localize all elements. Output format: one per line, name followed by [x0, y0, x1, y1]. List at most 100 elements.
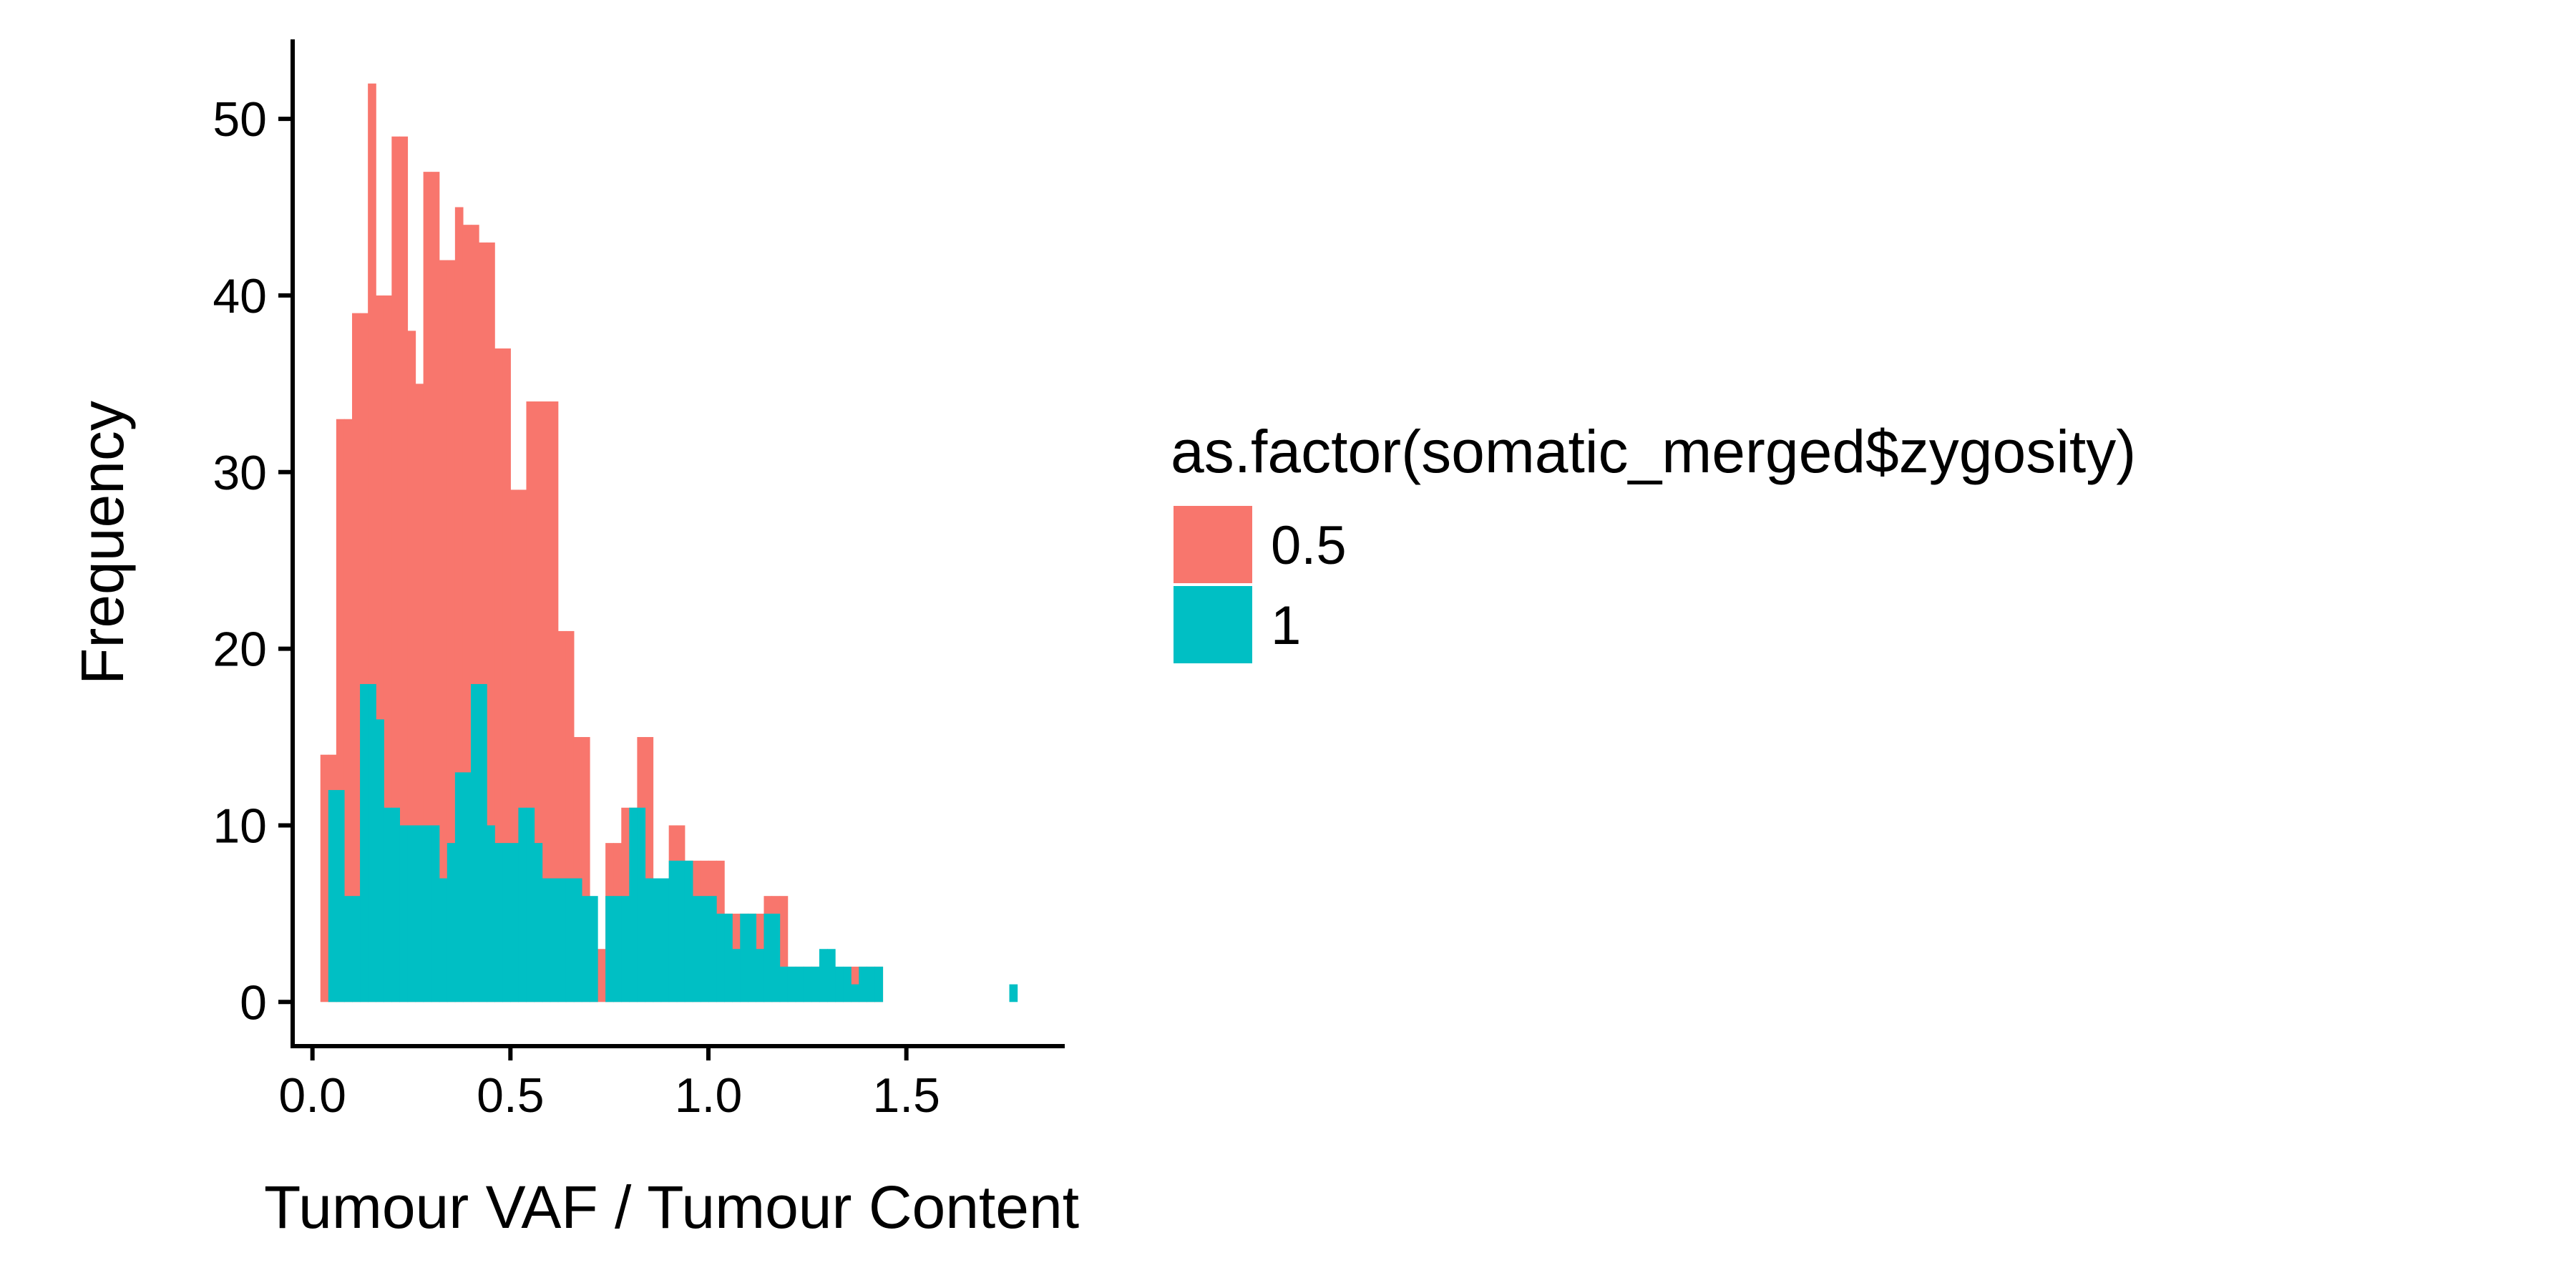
series-1-bar-4: [352, 896, 361, 1002]
series-1-bar-69: [867, 966, 875, 1002]
series-1-bar-62: [811, 966, 820, 1002]
y-axis-ticks: 0 10 20 30 40 50: [213, 92, 293, 1030]
y-tick-label-3: 30: [213, 446, 267, 500]
series-1-bar-19: [471, 683, 479, 1002]
series-0-bar-5: [360, 313, 369, 1002]
series-0-bar-67: [851, 966, 859, 1002]
series-0-bar-2: [336, 419, 345, 1002]
series-0-bar-30: [557, 630, 567, 1002]
legend-entries: 0.51: [1174, 506, 1347, 663]
series-1-bar-21: [487, 825, 495, 1002]
series-0-bar-17: [454, 207, 464, 1002]
series-0-bar-27: [534, 401, 543, 1002]
series-0-bar-26: [526, 401, 535, 1002]
x-tick-label-2: 1.0: [675, 1068, 743, 1123]
series-0-bar-9: [391, 136, 400, 1002]
legend-label-0: 0.5: [1271, 515, 1347, 576]
series-1-bar-49: [708, 896, 717, 1002]
series-1-bar-52: [732, 949, 741, 1002]
series-0-bar-8: [384, 295, 392, 1002]
series-1-bar-7: [376, 719, 384, 1002]
series-1-bar-22: [494, 843, 503, 1002]
series-0-bar-14: [431, 172, 440, 1002]
series-0-bar-41: [645, 737, 654, 1002]
series-1-bar-17: [454, 772, 464, 1002]
y-tick-label-5: 50: [213, 92, 267, 147]
series-1-bar-71: [1009, 984, 1018, 1002]
series-0-bar-3: [343, 419, 353, 1002]
series-0-bar-29: [550, 401, 559, 1002]
series-0-bar-11: [407, 331, 416, 1002]
series-1-bar-47: [692, 896, 701, 1002]
series-1-bar-56: [763, 913, 773, 1002]
series-1-bar-64: [827, 949, 836, 1002]
series-1-bar-60: [795, 966, 804, 1002]
series-0-bar-7: [376, 295, 384, 1002]
series-1-bar-61: [803, 966, 812, 1002]
series-1-bar-23: [502, 843, 511, 1002]
series-1-bars: [328, 683, 1018, 1002]
series-1-bar-20: [479, 683, 487, 1002]
series-1-bar-30: [557, 878, 567, 1002]
series-0-bar-21: [487, 242, 495, 1002]
series-1-bar-40: [637, 807, 646, 1002]
series-1-bar-65: [835, 966, 844, 1002]
legend: as.factor(somatic_merged$zygosity) 0.51: [1171, 418, 2136, 663]
series-0-bar-6: [368, 83, 376, 1002]
series-1-bar-14: [431, 825, 440, 1002]
series-1-bar-6: [368, 683, 376, 1002]
series-1-bar-8: [384, 807, 392, 1002]
series-1-bar-13: [423, 825, 432, 1002]
series-1-bar-18: [462, 772, 472, 1002]
series-0-bar-16: [447, 260, 456, 1002]
legend-key-0: [1174, 506, 1252, 583]
legend-title: as.factor(somatic_merged$zygosity): [1171, 418, 2136, 485]
series-1-bar-31: [565, 878, 575, 1002]
series-1-bar-26: [526, 807, 535, 1002]
series-1-bar-70: [874, 966, 884, 1002]
series-0-bar-24: [510, 489, 519, 1002]
x-tick-label-0: 0.0: [278, 1068, 346, 1123]
series-1-bar-43: [660, 878, 670, 1002]
series-1-bar-28: [542, 878, 551, 1002]
y-tick-label-4: 40: [213, 269, 267, 323]
series-0-bar-58: [779, 896, 789, 1002]
series-1-bar-5: [360, 683, 369, 1002]
series-0-bar-12: [415, 384, 424, 1002]
series-0-bar-15: [439, 260, 448, 1002]
series-1-bar-41: [645, 878, 654, 1002]
series-1-bar-11: [407, 825, 416, 1002]
series-1-bar-59: [787, 966, 796, 1002]
series-0-bar-10: [399, 136, 409, 1002]
series-1-bar-48: [700, 896, 709, 1002]
series-1-bar-1: [328, 790, 337, 1002]
series-1-bar-33: [581, 896, 590, 1002]
series-1-bar-42: [653, 878, 662, 1002]
series-1-bar-44: [668, 860, 678, 1002]
axes: 0.0 0.5 1.0 1.5 0 10 20 30 40 50: [213, 39, 1065, 1123]
series-1-bar-46: [684, 860, 693, 1002]
legend-label-1: 1: [1271, 595, 1301, 656]
series-1-bar-38: [621, 896, 630, 1002]
series-0-bar-25: [518, 489, 527, 1002]
series-1-bar-53: [740, 913, 748, 1002]
series-1-bar-67: [851, 984, 859, 1002]
series-0-bar-20: [479, 242, 487, 1002]
series-1-bar-29: [550, 878, 559, 1002]
series-1-bar-3: [343, 896, 353, 1002]
series-1-bar-15: [439, 878, 448, 1002]
series-0-bar-13: [423, 172, 432, 1002]
series-0-bar-18: [462, 225, 472, 1002]
x-axis-title: Tumour VAF / Tumour Content: [264, 1174, 1079, 1241]
y-tick-label-0: 0: [240, 975, 267, 1030]
series-0-bar-4: [352, 313, 361, 1002]
series-1-bar-12: [415, 825, 424, 1002]
series-1-bar-54: [748, 913, 756, 1002]
series-0-bar-35: [597, 949, 606, 1002]
y-axis-title: Frequency: [69, 401, 136, 685]
series-1-bar-9: [391, 807, 400, 1002]
series-1-bar-58: [779, 966, 789, 1002]
series-1-bar-32: [573, 878, 582, 1002]
legend-key-1: [1174, 586, 1252, 663]
